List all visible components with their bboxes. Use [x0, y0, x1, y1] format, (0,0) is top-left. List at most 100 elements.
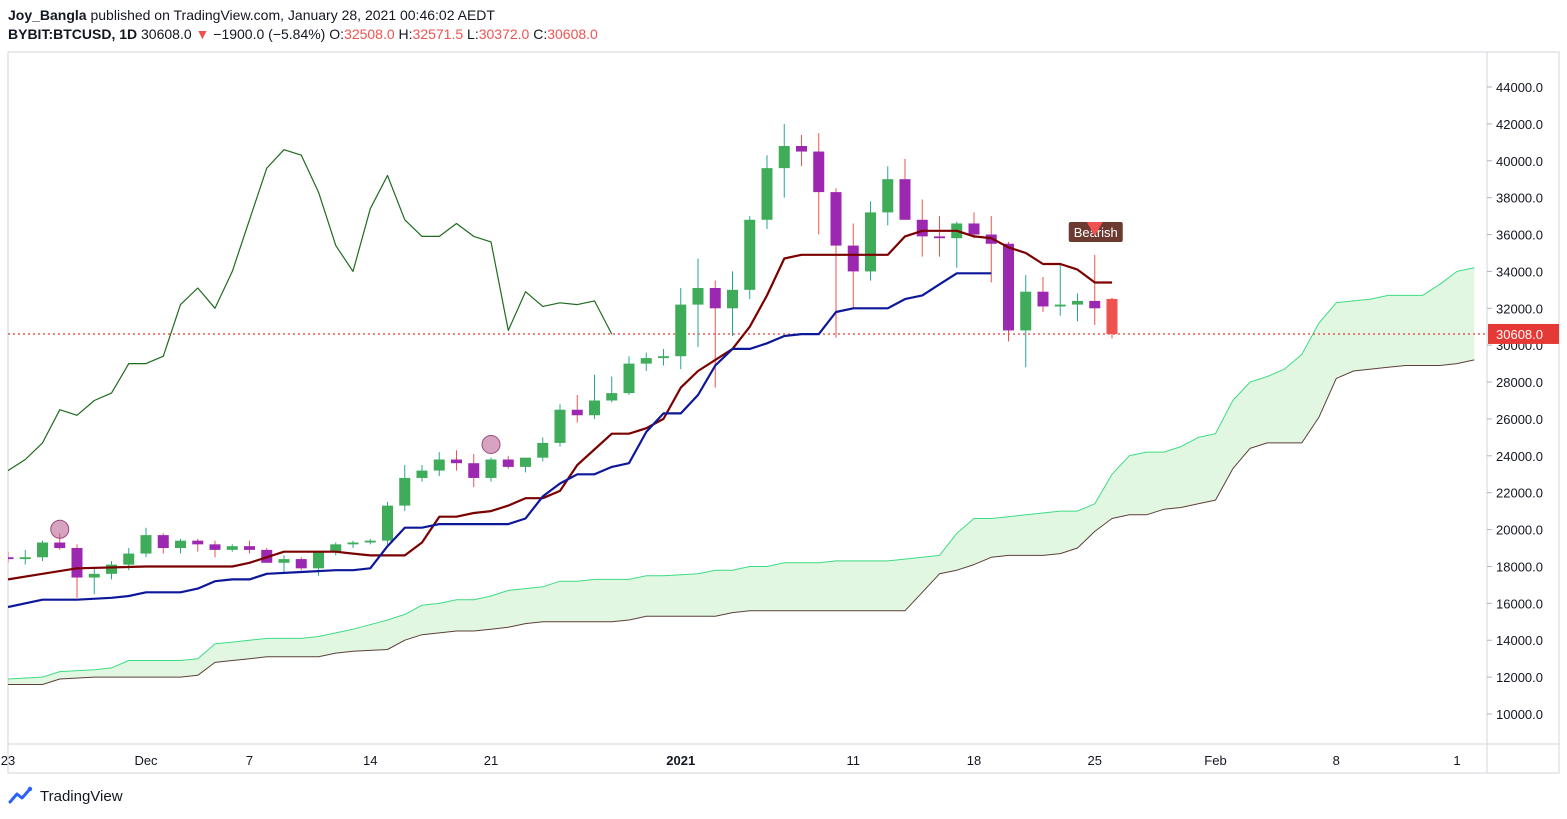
candle-body[interactable]: [106, 564, 117, 574]
candle-body[interactable]: [589, 400, 600, 416]
candle-body[interactable]: [796, 146, 807, 152]
candle-body[interactable]: [71, 548, 83, 578]
candle-body[interactable]: [1054, 304, 1066, 307]
candle-body[interactable]: [157, 535, 169, 549]
candle-body[interactable]: [123, 553, 135, 565]
open-label: O:: [329, 26, 345, 42]
chart-frame: [7, 51, 1560, 774]
y-tick-label: 28000.0: [1496, 375, 1543, 390]
candle-body[interactable]: [606, 393, 618, 401]
candle-body[interactable]: [934, 236, 945, 239]
x-tick-label: 11: [847, 753, 861, 768]
candle-body[interactable]: [813, 151, 825, 193]
x-tick-label: Dec: [134, 753, 158, 768]
publish-info: published on TradingView.com, January 28…: [90, 7, 495, 23]
candle-body[interactable]: [554, 409, 566, 443]
candle-body[interactable]: [192, 540, 204, 545]
candle-body[interactable]: [1072, 300, 1083, 305]
candle-body[interactable]: [347, 542, 359, 545]
candle-body[interactable]: [968, 223, 980, 235]
candle-body[interactable]: [140, 535, 152, 554]
candle-body[interactable]: [709, 288, 721, 309]
candle-body[interactable]: [175, 540, 186, 549]
candle-body[interactable]: [865, 212, 876, 272]
candle-body[interactable]: [382, 505, 393, 541]
candle-body[interactable]: [675, 304, 687, 357]
candle-body[interactable]: [916, 219, 928, 237]
candle-body[interactable]: [3, 557, 14, 560]
candle-body[interactable]: [882, 179, 894, 213]
candle-body[interactable]: [537, 442, 549, 458]
candle-body[interactable]: [744, 219, 756, 290]
candle-body[interactable]: [727, 289, 738, 309]
candle-body[interactable]: [830, 192, 842, 246]
symbol-name[interactable]: BYBIT:BTCUSD, 1D: [8, 26, 138, 42]
candle-body[interactable]: [88, 573, 100, 578]
candle-body[interactable]: [330, 544, 342, 552]
y-tick-label: 12000.0: [1496, 670, 1543, 685]
last-price-tag-label: 30608.0: [1496, 327, 1543, 342]
candle-body[interactable]: [399, 477, 411, 506]
footer: TradingView: [8, 786, 123, 806]
candle-body[interactable]: [433, 459, 445, 471]
candle-body[interactable]: [1003, 243, 1014, 331]
y-tick-label: 18000.0: [1496, 559, 1543, 574]
candle-body[interactable]: [571, 409, 583, 416]
candle-body[interactable]: [278, 559, 290, 563]
candle-body[interactable]: [416, 470, 428, 478]
candle-body[interactable]: [692, 288, 704, 305]
candle-body[interactable]: [761, 168, 773, 220]
open-value: 32508.0: [344, 26, 395, 42]
candle-body[interactable]: [520, 457, 531, 467]
candle-body[interactable]: [623, 363, 635, 394]
x-tick-label: 14: [363, 753, 377, 768]
candle-body[interactable]: [244, 546, 255, 550]
tradingview-logo-icon[interactable]: [8, 786, 34, 806]
candle-body[interactable]: [19, 557, 31, 560]
y-tick-label: 32000.0: [1496, 301, 1543, 316]
x-tick-label: 8: [1333, 753, 1340, 768]
chikou-span-line: [8, 149, 613, 472]
candle-body[interactable]: [295, 559, 307, 569]
candle-body[interactable]: [1106, 298, 1118, 334]
high-value: 32571.5: [412, 26, 464, 42]
candle-body[interactable]: [899, 179, 911, 220]
candle-body[interactable]: [778, 146, 790, 169]
symbol-line: BYBIT:BTCUSD, 1D 30608.0 ▼ −1900.0 (−5.8…: [8, 25, 598, 44]
senkou-span-a-line: [8, 267, 1475, 680]
candle-body[interactable]: [1020, 291, 1032, 331]
y-tick-label: 20000.0: [1496, 523, 1543, 538]
kijun-sen-line: [8, 272, 992, 609]
y-tick-label: 22000.0: [1496, 486, 1543, 501]
candle-body[interactable]: [364, 540, 376, 543]
candle-body[interactable]: [485, 459, 497, 478]
low-label: L:: [467, 26, 479, 42]
x-tick-label: 25: [1088, 753, 1102, 768]
y-tick-label: 36000.0: [1496, 228, 1543, 243]
candle-body[interactable]: [502, 459, 514, 467]
candle-body[interactable]: [640, 358, 652, 364]
candle-body[interactable]: [313, 551, 324, 569]
candle-body[interactable]: [451, 459, 462, 464]
publish-line: Joy_Bangla published on TradingView.com,…: [8, 6, 598, 25]
candle-body[interactable]: [209, 544, 221, 550]
signal-circle-marker: [50, 519, 70, 539]
candle-body[interactable]: [1037, 291, 1049, 307]
candle-body[interactable]: [847, 245, 859, 272]
candle-body[interactable]: [1089, 300, 1101, 309]
senkou-span-b-line: [8, 359, 1475, 685]
close-label: C:: [533, 26, 548, 42]
y-tick-label: 44000.0: [1496, 80, 1543, 95]
candle-body[interactable]: [226, 546, 238, 550]
change-down-icon: ▼: [195, 26, 210, 42]
candle-body[interactable]: [658, 356, 669, 359]
candle-body[interactable]: [37, 542, 48, 558]
close-value: 30608.0: [547, 26, 598, 42]
footer-brand[interactable]: TradingView: [40, 787, 123, 805]
candle-body[interactable]: [468, 463, 480, 478]
candle-body[interactable]: [54, 542, 66, 549]
price-change: −1900.0 (−5.84%): [213, 26, 326, 42]
x-tick-label: 1: [1453, 753, 1460, 768]
publisher-name[interactable]: Joy_Bangla: [8, 7, 87, 23]
